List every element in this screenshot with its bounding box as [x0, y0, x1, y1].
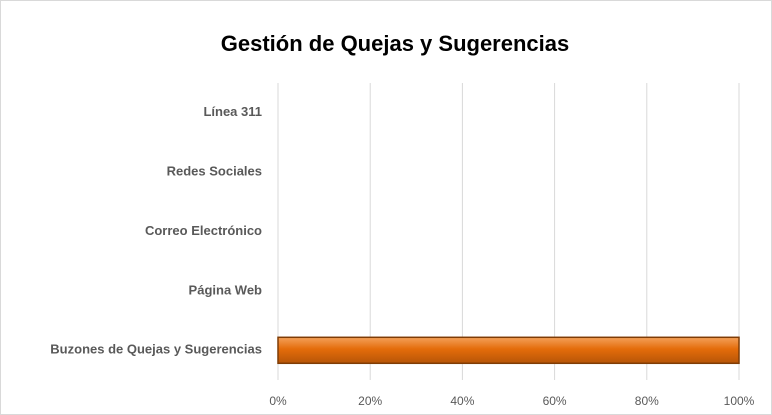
- x-tick-label: 80%: [635, 394, 659, 408]
- x-tick-label: 100%: [724, 394, 755, 408]
- x-tick-label: 20%: [358, 394, 382, 408]
- y-tick-label: Redes Sociales: [167, 164, 262, 179]
- y-tick-label: Línea 311: [203, 104, 262, 119]
- y-tick-label: Correo Electrónico: [145, 223, 262, 238]
- y-tick-label: Página Web: [189, 282, 263, 297]
- bar: [277, 336, 740, 365]
- x-tick-label: 60%: [543, 394, 567, 408]
- x-tick-label: 40%: [450, 394, 474, 408]
- y-tick-label: Buzones de Quejas y Sugerencias: [50, 342, 262, 357]
- x-tick-label: 0%: [269, 394, 287, 408]
- chart-title: Gestión de Quejas y Sugerencias: [221, 31, 569, 56]
